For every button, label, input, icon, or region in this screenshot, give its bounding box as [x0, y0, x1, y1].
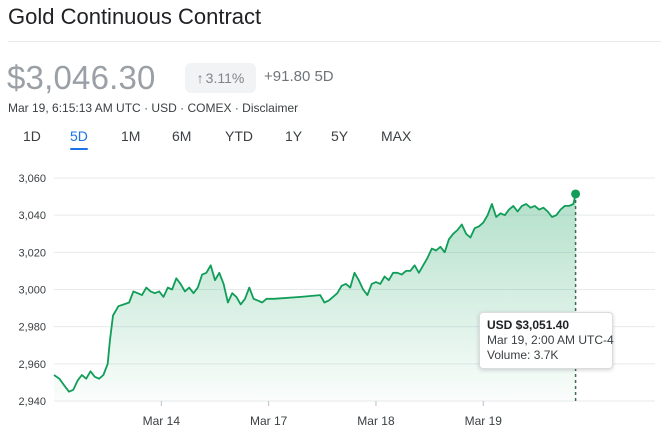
tooltip-price: USD $3,051.40 — [487, 318, 570, 332]
change-amount: +91.80 — [264, 68, 311, 85]
price-line — [53, 193, 577, 393]
disclaimer-link[interactable]: Disclaimer — [242, 101, 299, 115]
y-tick-label: 3,060 — [18, 173, 46, 185]
x-tick-label: Mar 14 — [143, 414, 181, 428]
header-divider — [8, 41, 661, 42]
change-period: 5D — [314, 68, 334, 85]
meta-separator: · — [144, 101, 149, 115]
quote-currency: USD — [151, 101, 177, 115]
tab-1m[interactable]: 1M — [121, 128, 141, 144]
y-tick-label: 2,960 — [18, 359, 46, 371]
quote-timestamp: Mar 19, 6:15:13 AM UTC — [8, 101, 141, 115]
x-tick-label: Mar 17 — [250, 414, 288, 428]
y-tick-label: 2,940 — [18, 396, 46, 408]
meta-separator: · — [180, 101, 185, 115]
change-percent-badge: ↑ 3.11% — [185, 63, 256, 93]
page-title: Gold Continuous Contract — [8, 4, 262, 29]
chart-tooltip: USD $3,051.40 Mar 19, 2:00 AM UTC-4 Volu… — [479, 312, 614, 369]
tab-max[interactable]: MAX — [381, 128, 412, 144]
price-chart[interactable]: 2,940 2,960 2,980 3,000 3,020 3,040 3,060 Mar 1… — [0, 160, 661, 433]
y-tick-label: 2,980 — [18, 322, 46, 334]
current-price: $3,046.30 — [7, 59, 156, 96]
y-tick-label: 3,020 — [18, 247, 46, 259]
quote-exchange: COMEX — [187, 101, 232, 115]
meta-separator: · — [234, 101, 239, 115]
y-tick-label: 3,040 — [18, 210, 46, 222]
change-percent: 3.11% — [205, 70, 245, 86]
tab-1d[interactable]: 1D — [23, 128, 41, 144]
x-tick-label: Mar 19 — [465, 414, 503, 428]
arrow-up-icon: ↑ — [196, 70, 204, 86]
tab-6m[interactable]: 6M — [172, 128, 192, 144]
tab-5y[interactable]: 5Y — [331, 128, 349, 144]
x-tick-label: Mar 18 — [357, 414, 395, 428]
price-area-fill — [54, 194, 576, 401]
tooltip-volume: Volume: 3.7K — [487, 348, 559, 362]
hover-point — [571, 189, 581, 199]
change-absolute: +91.80 5D — [264, 68, 334, 85]
y-tick-label: 3,000 — [18, 285, 46, 297]
tooltip-time: Mar 19, 2:00 AM UTC-4 — [487, 333, 614, 347]
tab-ytd[interactable]: YTD — [225, 128, 253, 144]
tab-1y[interactable]: 1Y — [285, 128, 303, 144]
quote-meta: Mar 19, 6:15:13 AM UTC · USD · COMEX · D… — [8, 101, 298, 115]
tab-5d[interactable]: 5D — [70, 128, 88, 150]
